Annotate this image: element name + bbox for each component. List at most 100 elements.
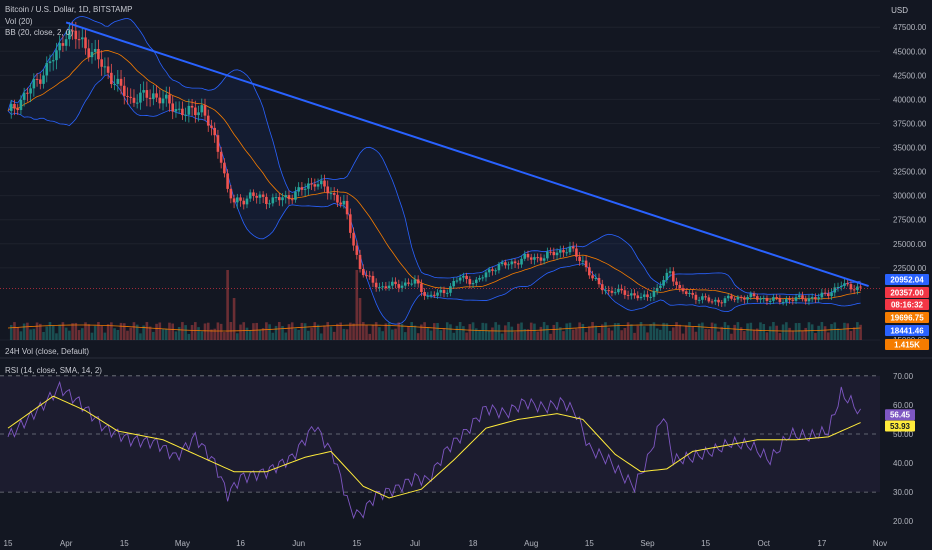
candle-body bbox=[342, 200, 346, 205]
volume-bar bbox=[336, 323, 339, 340]
volume-bar bbox=[755, 328, 759, 340]
candle-body bbox=[245, 198, 249, 205]
bollinger-upper bbox=[7, 15, 861, 296]
volume-bar bbox=[13, 322, 16, 340]
candle-body bbox=[478, 278, 481, 280]
volume-bar bbox=[733, 324, 736, 340]
candle-body bbox=[135, 102, 139, 104]
volume-bar bbox=[555, 322, 559, 340]
candle-body bbox=[100, 59, 103, 67]
candle-body bbox=[13, 103, 16, 109]
candle-body bbox=[297, 187, 300, 192]
price-tick-label: 27500.00 bbox=[893, 216, 927, 225]
candle-body bbox=[265, 196, 268, 205]
volume-bar bbox=[255, 322, 258, 340]
legend-vol[interactable]: Vol (20) bbox=[5, 17, 33, 26]
legend-bb[interactable]: BB (20, close, 2, 0) bbox=[5, 28, 74, 37]
candle-body bbox=[352, 232, 355, 246]
volume-bar bbox=[455, 325, 459, 340]
volume-bar bbox=[839, 329, 843, 340]
volume-bar bbox=[38, 323, 42, 340]
volume-bar bbox=[168, 322, 171, 340]
candle-body bbox=[139, 92, 142, 103]
volume-bar bbox=[122, 323, 126, 340]
candle-body bbox=[746, 297, 749, 300]
volume-bar bbox=[410, 322, 414, 340]
currency-label: USD bbox=[891, 6, 908, 15]
candle-body bbox=[420, 283, 423, 292]
volume-bar bbox=[42, 332, 45, 340]
rsi-sma-line bbox=[7, 395, 861, 499]
volume-average-line bbox=[7, 324, 861, 332]
volume-bar bbox=[290, 322, 294, 340]
volume-bar bbox=[355, 270, 359, 340]
volume-bar bbox=[759, 322, 762, 340]
price-tag-08:16:32 bbox=[885, 299, 929, 310]
volume-bar bbox=[184, 325, 187, 340]
candle-body bbox=[626, 294, 630, 296]
volume-bar bbox=[704, 329, 707, 340]
candle-body bbox=[119, 78, 123, 86]
volume-bar bbox=[113, 328, 116, 340]
volume-bar bbox=[487, 330, 491, 340]
volume-bar bbox=[161, 328, 165, 340]
legend-symbol[interactable]: Bitcoin / U.S. Dollar, 1D, BITSTAMP bbox=[5, 5, 133, 14]
candle-body bbox=[830, 292, 833, 297]
candle-body bbox=[723, 298, 727, 304]
volume-bar bbox=[600, 324, 604, 340]
candle-body bbox=[633, 293, 636, 296]
candle-body bbox=[51, 60, 55, 62]
volume-bar bbox=[510, 326, 514, 340]
candle-body bbox=[578, 256, 581, 262]
candle-body bbox=[200, 105, 204, 113]
candle-body bbox=[681, 288, 685, 292]
price-tick-label: 32500.00 bbox=[893, 168, 927, 177]
volume-bar bbox=[420, 324, 423, 340]
candle-body bbox=[258, 194, 262, 198]
time-tick-label: 18 bbox=[469, 539, 478, 548]
candle-body bbox=[142, 90, 145, 93]
candle-body bbox=[71, 30, 74, 32]
volume-bar bbox=[297, 329, 300, 340]
candle-body bbox=[520, 258, 523, 265]
candle-body bbox=[345, 200, 349, 215]
volume-bar bbox=[791, 330, 795, 340]
volume-bar bbox=[801, 330, 804, 340]
time-tick-label: May bbox=[175, 539, 190, 548]
legend-24h-vol[interactable]: 24H Vol (close, Default) bbox=[5, 347, 90, 356]
candle-body bbox=[594, 277, 598, 279]
volume-bar bbox=[310, 327, 313, 340]
volume-bar bbox=[55, 333, 58, 340]
volume-bar bbox=[223, 332, 226, 340]
volume-bar bbox=[155, 323, 158, 340]
volume-bar bbox=[45, 326, 49, 340]
volume-bar bbox=[203, 323, 207, 340]
volume-bar bbox=[387, 322, 391, 340]
candle-body bbox=[617, 288, 620, 293]
candle-body bbox=[32, 78, 36, 89]
volume-bar bbox=[200, 331, 204, 340]
volume-bar bbox=[675, 322, 678, 340]
volume-bar bbox=[581, 323, 585, 340]
candle-body bbox=[381, 286, 384, 288]
legend-rsi[interactable]: RSI (14, close, SMA, 14, 2) bbox=[5, 366, 102, 375]
price-tick-label: 30000.00 bbox=[893, 192, 927, 201]
candle-body bbox=[659, 285, 662, 289]
volume-bar bbox=[197, 327, 200, 340]
candle-body bbox=[184, 114, 187, 116]
volume-bar bbox=[852, 327, 856, 340]
candle-body bbox=[407, 282, 410, 284]
volume-bar bbox=[484, 323, 488, 340]
volume-bar bbox=[717, 331, 720, 340]
volume-bar bbox=[626, 322, 630, 340]
volume-bar bbox=[19, 331, 23, 340]
time-tick-label: 15 bbox=[4, 539, 13, 548]
volume-bar bbox=[630, 324, 633, 340]
volume-bar bbox=[187, 333, 191, 340]
candle-body bbox=[449, 286, 452, 293]
volume-bar bbox=[394, 328, 397, 340]
candle-body bbox=[791, 299, 795, 301]
volume-bar bbox=[358, 298, 362, 340]
candle-body bbox=[410, 283, 414, 285]
